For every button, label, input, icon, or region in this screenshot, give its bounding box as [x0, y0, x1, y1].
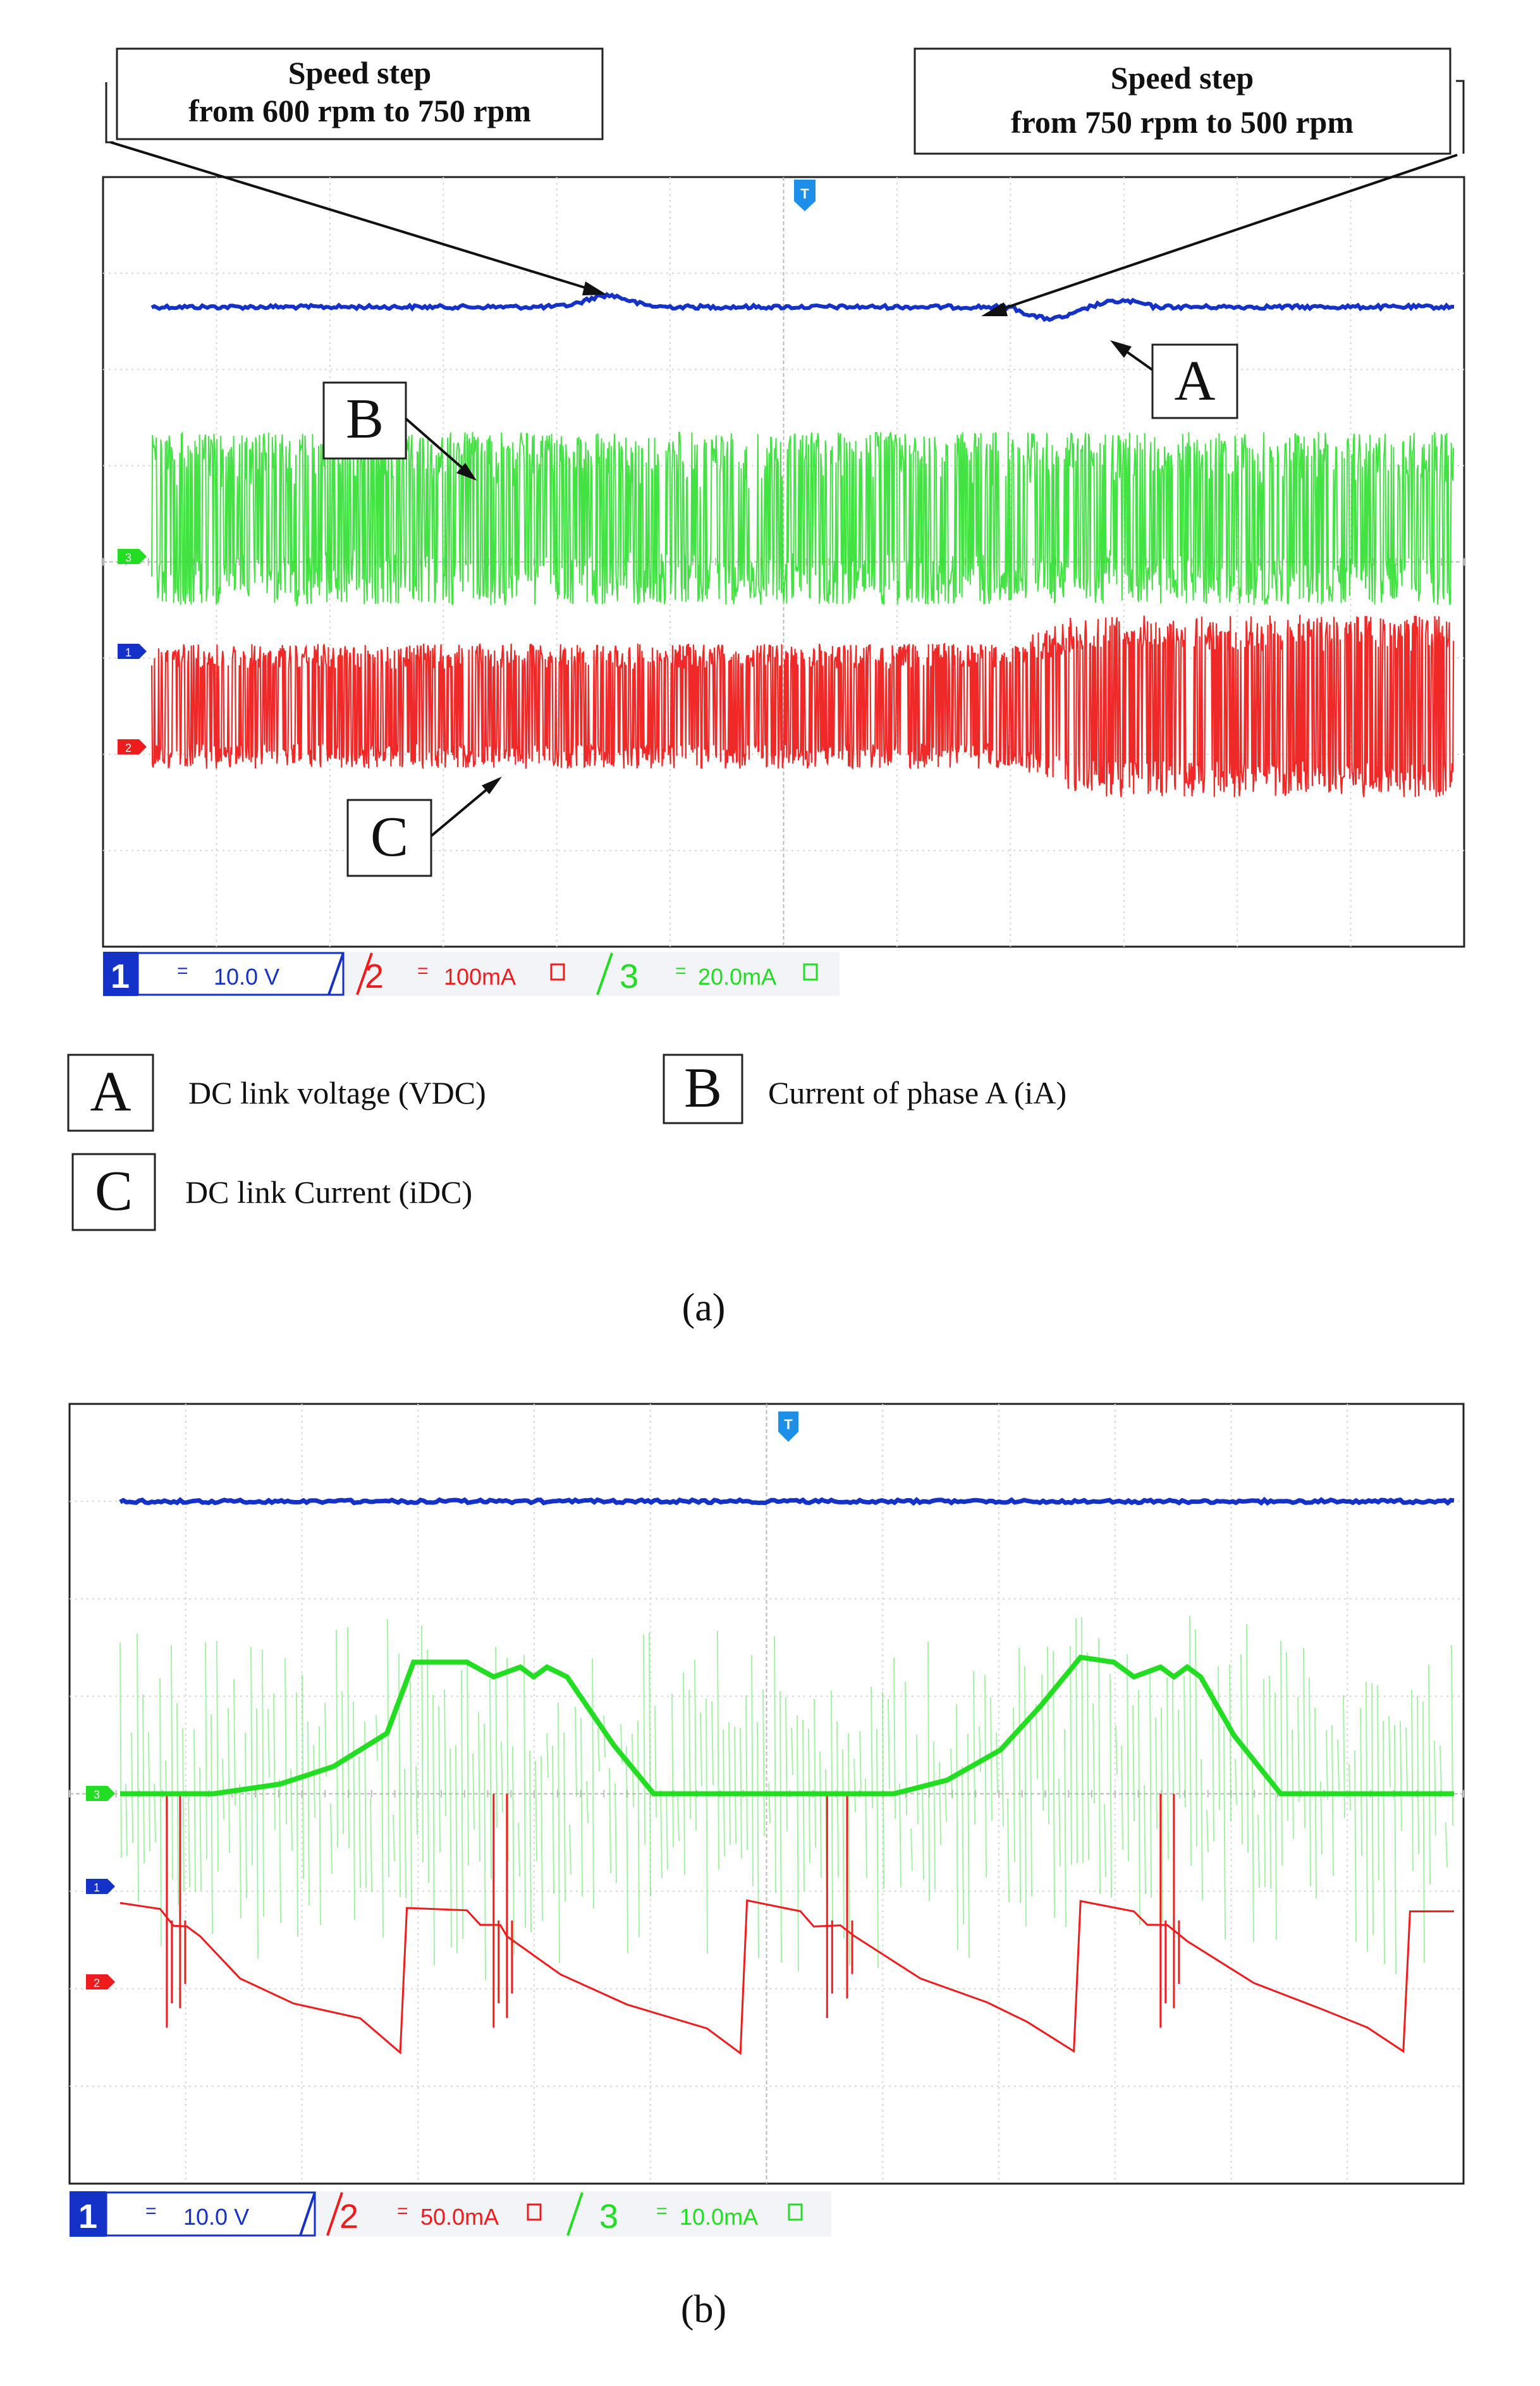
svg-text:B: B: [684, 1057, 722, 1119]
legend-a: A DC link voltage (VDC) B Current of pha…: [67, 1054, 1066, 1231]
panel-label-b: (b): [681, 2288, 726, 2331]
channel-2-scale-a: 100mA: [444, 964, 516, 990]
svg-text:3: 3: [94, 1788, 100, 1801]
svg-text:=: =: [397, 2201, 408, 2222]
svg-text:2: 2: [94, 1977, 100, 1989]
channel-1-scale-b: 10.0 V: [183, 2204, 249, 2230]
status-bar-b: 1 = 10.0 V 2 = 50.0mA 3 = 10.0mA: [70, 2191, 831, 2237]
svg-text:=: =: [675, 961, 687, 981]
trace-idc-spikes: [166, 1793, 1180, 2028]
svg-text:2: 2: [365, 957, 384, 995]
svg-text:=: =: [417, 961, 429, 981]
svg-text:A: A: [1175, 350, 1216, 412]
panel-label-a: (a): [682, 1286, 726, 1329]
svg-text:=: =: [145, 2201, 157, 2222]
svg-text:B: B: [346, 388, 384, 450]
svg-text:T: T: [784, 1417, 793, 1432]
svg-text:=: =: [177, 961, 188, 981]
channel-3-scale-a: 20.0mA: [698, 964, 776, 990]
channel-marker-2-a: 2: [118, 739, 147, 754]
svg-text:3: 3: [620, 957, 639, 995]
trace-c-dc-current: [150, 615, 1455, 797]
trace-label-a: A: [1110, 340, 1238, 419]
trace-ia-noise: [119, 1615, 1453, 1981]
trigger-marker-b: T: [778, 1411, 798, 1442]
trace-idc: [119, 1899, 1455, 2055]
svg-text:=: =: [656, 2201, 668, 2222]
trace-b-phase-current: [151, 431, 1455, 607]
callout-2-line1: Speed step: [1111, 60, 1254, 95]
trace-vdc: [119, 1496, 1455, 1506]
trigger-label: T: [800, 186, 809, 202]
callout-speed-step-2: Speed step from 750 rpm to 500 rpm: [914, 47, 1465, 316]
channel-marker-1-b: 1: [86, 1879, 115, 1894]
svg-text:1: 1: [94, 1881, 100, 1894]
svg-text:2: 2: [125, 742, 131, 754]
svg-text:2: 2: [339, 2198, 358, 2235]
callout-1-line2: from 600 rpm to 750 rpm: [188, 93, 531, 128]
svg-text:1: 1: [125, 646, 131, 659]
channel-marker-3-a: 3: [118, 549, 147, 564]
panel-b: T 3 1 2 1 = 10.0 V 2 = 50.0mA: [68, 1403, 1465, 2331]
channel-marker-1-a: 1: [118, 644, 147, 659]
legend-b-text: Current of phase A (iA): [768, 1075, 1066, 1110]
svg-text:3: 3: [125, 551, 131, 564]
channel-1-scale-a: 10.0 V: [214, 964, 279, 990]
trace-ia: [120, 1654, 1454, 1797]
trigger-marker-a: T: [794, 180, 816, 211]
legend-c-text: DC link Current (iDC): [185, 1174, 472, 1210]
svg-text:1: 1: [111, 957, 130, 995]
svg-text:3: 3: [599, 2198, 618, 2235]
channel-3-scale-b: 10.0mA: [680, 2204, 758, 2230]
legend-a-text: DC link voltage (VDC): [188, 1075, 486, 1110]
svg-text:C: C: [95, 1160, 133, 1222]
callout-1-line1: Speed step: [288, 55, 431, 90]
svg-text:A: A: [90, 1061, 131, 1123]
callout-2-line2: from 750 rpm to 500 rpm: [1011, 104, 1354, 140]
callout-speed-step-1: Speed step from 600 rpm to 750 rpm: [105, 47, 607, 295]
channel-marker-2-b: 2: [86, 1974, 115, 1989]
panel-a: T 3 1 2 Speed step from 600 rpm to 750 r…: [67, 47, 1465, 1329]
channel-2-scale-b: 50.0mA: [420, 2204, 499, 2230]
svg-text:C: C: [370, 806, 408, 868]
trace-label-c: C: [346, 777, 502, 877]
svg-text:1: 1: [78, 2198, 97, 2235]
trace-a-dc-voltage: [150, 292, 1455, 323]
trace-label-b: B: [322, 381, 477, 481]
channel-marker-3-b: 3: [86, 1786, 115, 1801]
status-bar-a: 1 = 10.0 V 2 = 100mA 3 = 20.0mA: [103, 952, 840, 996]
